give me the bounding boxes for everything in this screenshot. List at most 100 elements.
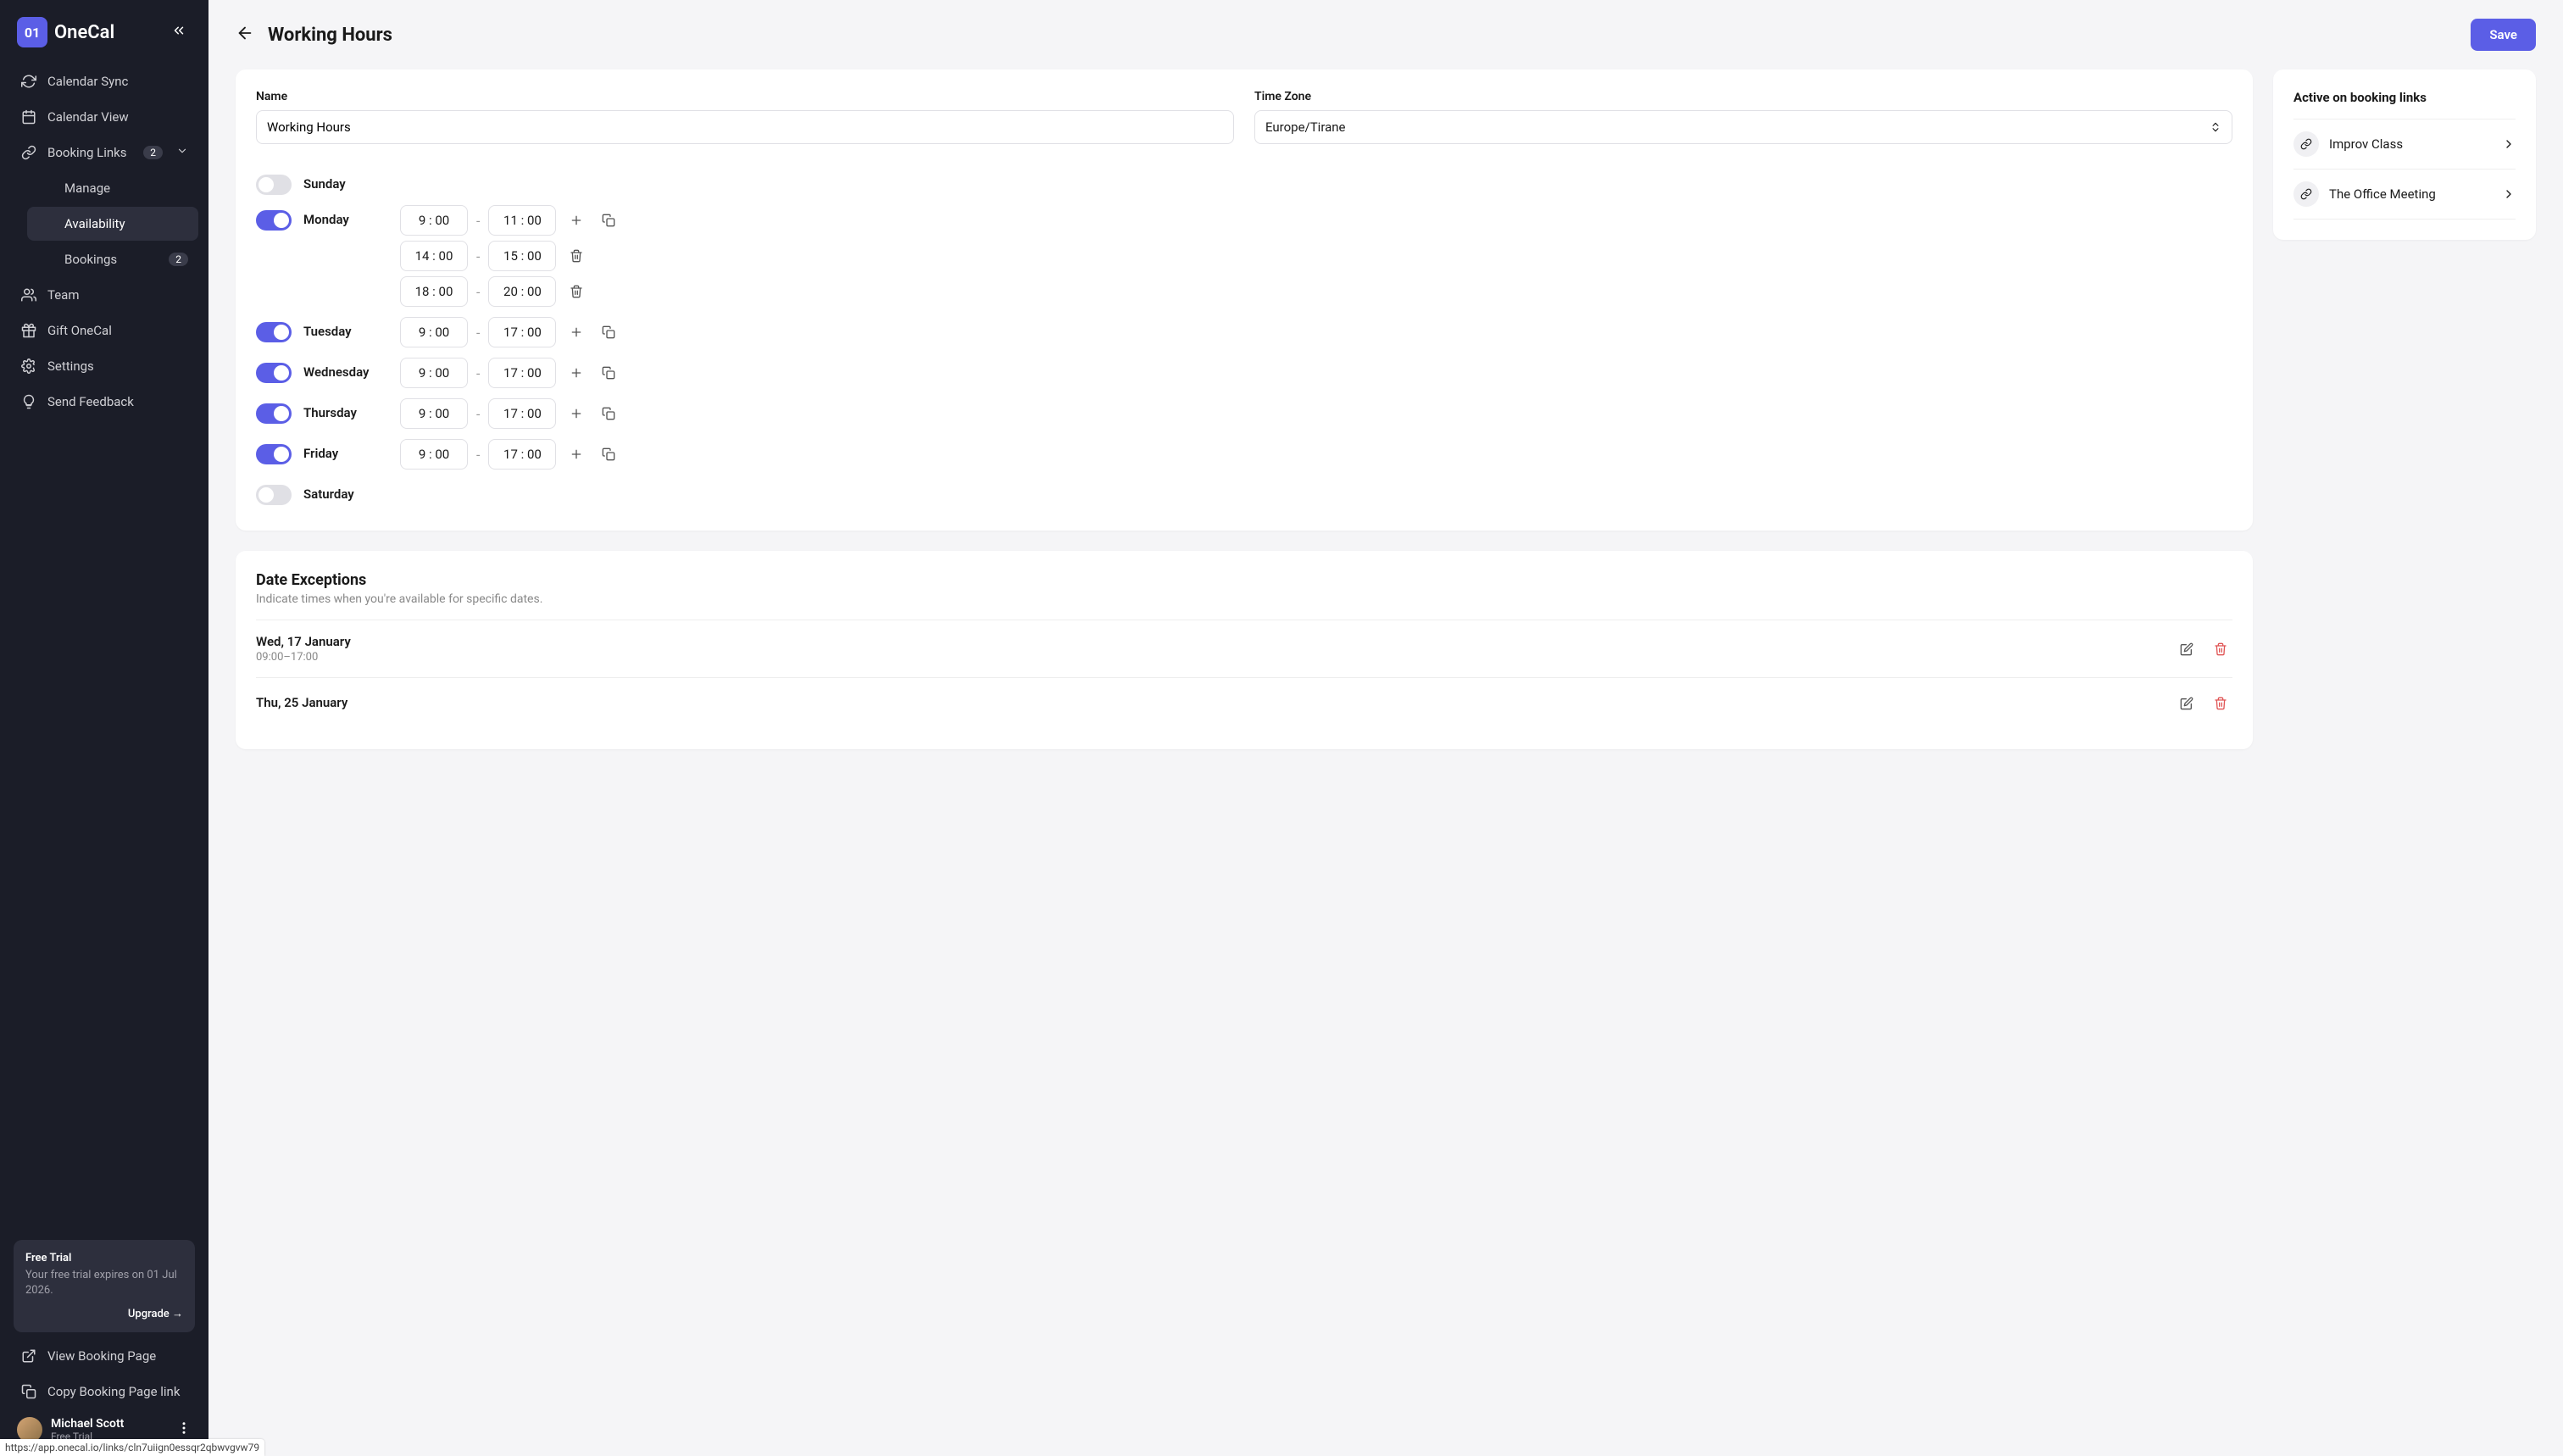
sidebar-header: 01 OneCal <box>10 14 198 64</box>
day-row: Saturday <box>256 475 2232 510</box>
day-toggle[interactable] <box>256 444 292 464</box>
add-slot-button[interactable] <box>564 442 588 466</box>
time-from[interactable]: 9 : 00 <box>400 317 468 347</box>
nav-label: Gift OneCal <box>47 323 112 338</box>
copy-slot-button[interactable] <box>597 442 620 466</box>
time-slot: 9 : 00-17 : 00 <box>400 317 620 347</box>
logo[interactable]: 01 OneCal <box>17 17 114 47</box>
nav-manage[interactable]: Manage <box>27 171 198 205</box>
upgrade-link[interactable]: Upgrade → <box>25 1307 183 1320</box>
back-button[interactable] <box>236 24 254 46</box>
chevron-right-icon <box>2502 187 2516 201</box>
timezone-value: Europe/Tirane <box>1265 119 1346 135</box>
delete-exception-button[interactable] <box>2209 692 2232 715</box>
exceptions-sub: Indicate times when you're available for… <box>256 592 2232 606</box>
nav-primary: Calendar Sync Calendar View Booking Link… <box>10 64 198 419</box>
copy-slot-button[interactable] <box>597 361 620 385</box>
page-title: Working Hours <box>268 25 392 46</box>
trial-box: Free Trial Your free trial expires on 01… <box>14 1240 195 1332</box>
copy-slot-button[interactable] <box>597 208 620 232</box>
time-from[interactable]: 9 : 00 <box>400 358 468 388</box>
day-slots: 9 : 00-17 : 00 <box>400 317 620 347</box>
edit-exception-button[interactable] <box>2175 692 2199 715</box>
nav-label: Bookings <box>64 252 117 267</box>
nav-label: Availability <box>64 216 125 231</box>
time-slot: 14 : 00-15 : 00 <box>400 241 620 271</box>
day-row: Thursday9 : 00-17 : 00 <box>256 393 2232 434</box>
dash: - <box>476 248 480 264</box>
day-toggle[interactable] <box>256 485 292 505</box>
content: Name Time Zone Europe/Tirane SundayMonda… <box>208 69 2563 783</box>
edit-exception-button[interactable] <box>2175 637 2199 661</box>
time-to[interactable]: 15 : 00 <box>488 241 556 271</box>
nav-bookings[interactable]: Bookings 2 <box>27 242 198 276</box>
user-name: Michael Scott <box>51 1417 124 1431</box>
time-to[interactable]: 20 : 00 <box>488 276 556 307</box>
nav-badge: 2 <box>169 253 188 266</box>
day-toggle[interactable] <box>256 175 292 195</box>
logo-text: OneCal <box>54 22 114 43</box>
delete-exception-button[interactable] <box>2209 637 2232 661</box>
exception-date: Thu, 25 January <box>256 695 347 710</box>
day-toggle[interactable] <box>256 322 292 342</box>
nav-view-booking-page[interactable]: View Booking Page <box>10 1339 198 1373</box>
day-toggle[interactable] <box>256 210 292 231</box>
days-container: SundayMonday9 : 00-11 : 0014 : 00-15 : 0… <box>256 164 2232 510</box>
day-toggle[interactable] <box>256 403 292 424</box>
exception-info: Thu, 25 January <box>256 695 347 712</box>
arrow-left-icon <box>236 24 254 42</box>
add-slot-button[interactable] <box>564 361 588 385</box>
time-from[interactable]: 18 : 00 <box>400 276 468 307</box>
time-to[interactable]: 17 : 00 <box>488 439 556 470</box>
user-menu-button[interactable] <box>176 1420 192 1439</box>
link-icon <box>2293 131 2319 157</box>
nav-availability[interactable]: Availability <box>27 207 198 241</box>
time-from[interactable]: 9 : 00 <box>400 439 468 470</box>
nav-calendar-view[interactable]: Calendar View <box>10 100 198 134</box>
add-slot-button[interactable] <box>564 320 588 344</box>
add-slot-button[interactable] <box>564 208 588 232</box>
time-to[interactable]: 17 : 00 <box>488 358 556 388</box>
exception-actions <box>2175 637 2232 661</box>
time-from[interactable]: 14 : 00 <box>400 241 468 271</box>
copy-slot-button[interactable] <box>597 320 620 344</box>
time-from[interactable]: 9 : 00 <box>400 205 468 236</box>
delete-slot-button[interactable] <box>564 280 588 303</box>
day-label: Tuesday <box>303 317 388 339</box>
exception-actions <box>2175 692 2232 715</box>
time-to[interactable]: 17 : 00 <box>488 398 556 429</box>
copy-slot-button[interactable] <box>597 402 620 425</box>
trial-title: Free Trial <box>25 1252 183 1264</box>
day-row: Wednesday9 : 00-17 : 00 <box>256 353 2232 393</box>
time-from[interactable]: 9 : 00 <box>400 398 468 429</box>
nav-team[interactable]: Team <box>10 278 198 312</box>
time-to[interactable]: 11 : 00 <box>488 205 556 236</box>
day-toggle[interactable] <box>256 363 292 383</box>
time-to[interactable]: 17 : 00 <box>488 317 556 347</box>
collapse-sidebar-button[interactable] <box>166 18 192 47</box>
delete-slot-button[interactable] <box>564 244 588 268</box>
link-icon <box>2293 181 2319 207</box>
time-slot: 9 : 00-17 : 00 <box>400 358 620 388</box>
nav-booking-links[interactable]: Booking Links 2 <box>10 136 198 169</box>
booking-link-item[interactable]: The Office Meeting <box>2293 169 2516 220</box>
external-icon <box>20 1348 37 1364</box>
nav-copy-booking-link[interactable]: Copy Booking Page link <box>10 1375 198 1409</box>
calendar-icon <box>20 108 37 125</box>
dash: - <box>476 213 480 229</box>
save-button[interactable]: Save <box>2471 19 2536 51</box>
add-slot-button[interactable] <box>564 402 588 425</box>
nav-feedback[interactable]: Send Feedback <box>10 385 198 419</box>
timezone-label: Time Zone <box>1254 90 2232 103</box>
timezone-select[interactable]: Europe/Tirane <box>1254 110 2232 144</box>
booking-link-item[interactable]: Improv Class <box>2293 119 2516 169</box>
day-row: Sunday <box>256 164 2232 200</box>
nav-gift[interactable]: Gift OneCal <box>10 314 198 347</box>
nav-label: Calendar View <box>47 109 129 125</box>
nav-settings[interactable]: Settings <box>10 349 198 383</box>
day-slots: 9 : 00-17 : 00 <box>400 398 620 429</box>
nav-calendar-sync[interactable]: Calendar Sync <box>10 64 198 98</box>
trial-desc: Your free trial expires on 01 Jul 2026. <box>25 1268 183 1298</box>
name-input[interactable] <box>256 110 1234 144</box>
user-row[interactable]: Michael Scott Free Trial <box>10 1409 198 1442</box>
